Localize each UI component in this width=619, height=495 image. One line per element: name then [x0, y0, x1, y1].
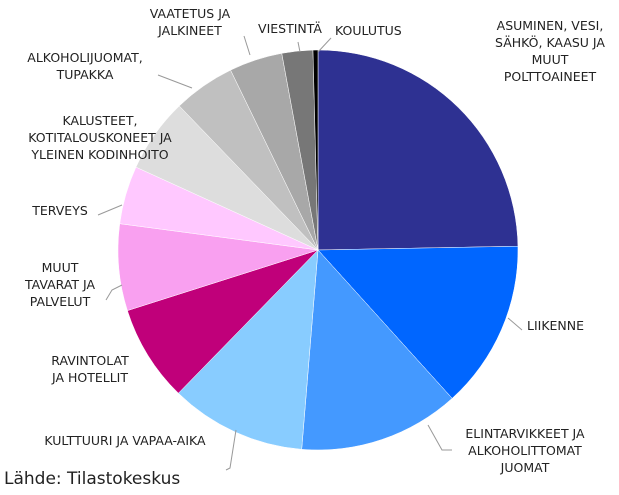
pie-slice	[127, 249, 319, 394]
leader-line	[157, 74, 193, 89]
slice-label: VAATETUS JA JALKINEET	[150, 6, 231, 38]
leader-line	[427, 424, 452, 451]
slice-label: VIESTINTÄ	[258, 21, 322, 36]
slice-label: ALKOHOLIJUOMAT, TUPAKKA	[27, 50, 142, 82]
pie-slice	[317, 245, 519, 399]
leader-line	[97, 204, 123, 216]
pie-slice	[178, 249, 319, 450]
source: Lähde: Tilastokeskus	[4, 469, 180, 489]
leader-line	[105, 284, 123, 301]
pie-slice	[317, 49, 519, 251]
slice-label: ASUMINEN, VESI, SÄHKÖ, KAASU JA MUUT POLTTO…	[495, 18, 605, 84]
slice-label: TERVEYS	[31, 203, 88, 218]
slice-label: RAVINTOLAT JA HOTELLIT	[51, 353, 129, 385]
slice-label: KALUSTEET, KOTITALOUSKONEET JA YLEINEN KOD…	[28, 113, 172, 162]
slice-label: LIIKENNE	[527, 318, 584, 333]
leader-line	[507, 317, 523, 331]
slice-label: KOULUTUS	[335, 23, 402, 38]
slice-label: MUUT TAVARAT JA PALVELUT	[24, 260, 96, 309]
leader-line	[297, 41, 301, 53]
pie-slice	[301, 249, 453, 451]
slice-label: KULTTUURI JA VAPAA-AIKA	[44, 433, 206, 448]
leader-line	[243, 35, 251, 56]
leader-line	[317, 37, 332, 53]
leader-line	[225, 429, 237, 471]
slice-label: ELINTARVIKKEET JA ALKOHOLITTOMAT JUOMAT	[465, 426, 585, 475]
pie-slice	[312, 49, 319, 251]
